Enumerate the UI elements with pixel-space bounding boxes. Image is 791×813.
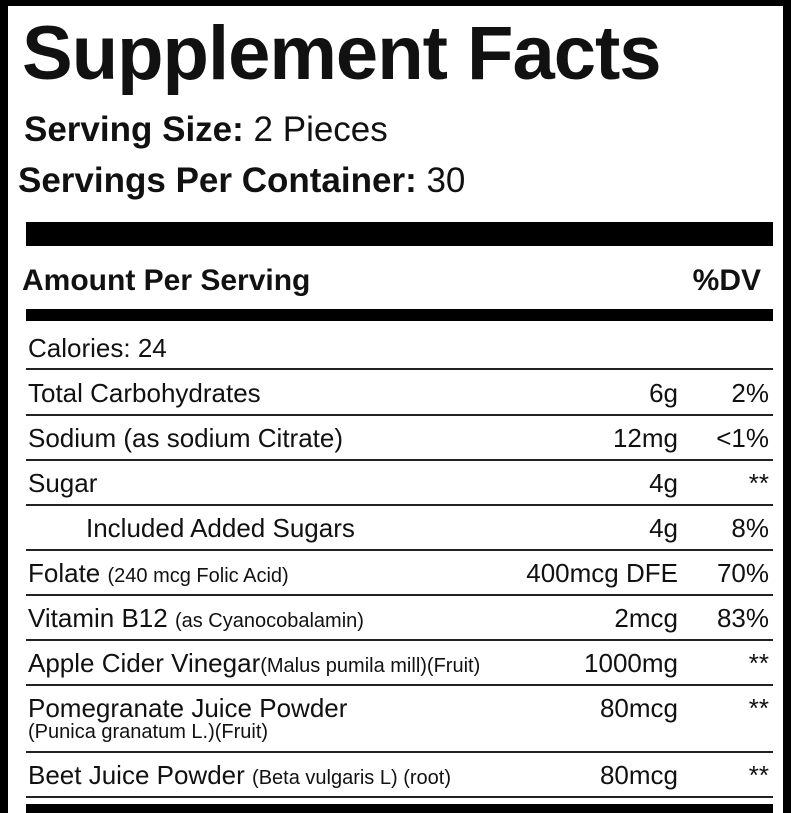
nutrient-row: Vitamin B12 (as Cyanocobalamin) 2mcg 83% (26, 595, 773, 641)
dv-header: %DV (692, 264, 761, 297)
amount: 4g (649, 513, 678, 543)
amount: 12mg (612, 423, 678, 453)
nutrient-name: Sugar (28, 468, 97, 499)
nutrient-name: Folate (240 mcg Folic Acid) (28, 558, 289, 589)
amount: 400mcg DFE (526, 558, 678, 588)
nutrient-row: Total Carbohydrates 6g 2% (26, 370, 773, 416)
thick-rule (26, 222, 773, 246)
nutrient-row: Included Added Sugars 4g 8% (26, 505, 773, 551)
amount: 1000mg (584, 648, 678, 678)
nutrient-name: Beet Juice Powder (Beta vulgaris L) (roo… (28, 760, 451, 791)
name: Sugar (28, 468, 98, 498)
daily-value: ** (748, 693, 769, 723)
nutrient-name: Sodium (as sodium Citrate) (28, 423, 343, 454)
name: Apple Cider Vinegar (28, 648, 261, 678)
daily-value: 70% (716, 558, 769, 588)
name: Beet Juice Powder (28, 760, 245, 790)
note: (Malus pumila mill)(Fruit) (260, 655, 481, 677)
value: 30 (426, 161, 466, 200)
daily-value: <1% (716, 423, 769, 453)
title: Supplement Facts (22, 11, 662, 96)
serving-size: Serving Size: 2 Pieces (24, 110, 388, 150)
nutrient-name: Total Carbohydrates (28, 378, 261, 409)
amount: 2mcg (614, 603, 678, 633)
note: (Punica granatum L.)(Fruit) (28, 721, 269, 743)
daily-value: ** (748, 648, 769, 678)
note: (240 mcg Folic Acid) (107, 565, 289, 587)
amount: 6g (649, 378, 678, 408)
nutrient-row: Sodium (as sodium Citrate) 12mg <1% (26, 415, 773, 461)
label: Servings Per Container: (18, 161, 417, 200)
value: 2 Pieces (253, 110, 388, 149)
thick-rule (26, 309, 773, 321)
calories: Calories: 24 (28, 333, 167, 363)
nutrient-name: Apple Cider Vinegar(Malus pumila mill)(F… (28, 648, 480, 679)
nutrient-name: Pomegranate Juice Powder (28, 693, 347, 724)
name: Included Added Sugars (86, 513, 355, 543)
note: (Beta vulgaris L) (root) (252, 767, 451, 789)
name: Folate (28, 558, 101, 588)
daily-value: ** (748, 468, 769, 498)
amount: 4g (649, 468, 678, 498)
label: Serving Size: (24, 110, 244, 149)
nutrient-name: Included Added Sugars (86, 513, 355, 544)
servings-per-container: Servings Per Container: 30 (18, 161, 465, 201)
amount: 80mcg (599, 693, 678, 723)
thick-rule (26, 804, 773, 813)
amount-header: Amount Per Serving (22, 264, 311, 297)
note: (as Cyanocobalamin) (174, 610, 364, 632)
nutrient-name: Vitamin B12 (as Cyanocobalamin) (28, 603, 364, 634)
daily-value: 8% (731, 513, 769, 543)
calories-row: Calories: 24 (26, 324, 773, 370)
nutrient-row: Apple Cider Vinegar(Malus pumila mill)(F… (26, 640, 773, 686)
name: Total Carbohydrates (28, 378, 261, 408)
daily-value: ** (748, 760, 769, 790)
nutrient-row: Sugar 4g ** (26, 460, 773, 506)
nutrient-row: Folate (240 mcg Folic Acid) 400mcg DFE 70% (26, 550, 773, 596)
nutrient-row: Pomegranate Juice Powder (Punica granatum… (26, 685, 773, 753)
nutrient-row: Beet Juice Powder (Beta vulgaris L) (roo… (26, 752, 773, 798)
name: Vitamin B12 (28, 603, 168, 633)
amount: 80mcg (599, 760, 678, 790)
daily-value: 2% (731, 378, 769, 408)
daily-value: 83% (716, 603, 769, 633)
name: Pomegranate Juice Powder (28, 693, 348, 723)
name: Sodium (as sodium Citrate) (28, 423, 343, 453)
